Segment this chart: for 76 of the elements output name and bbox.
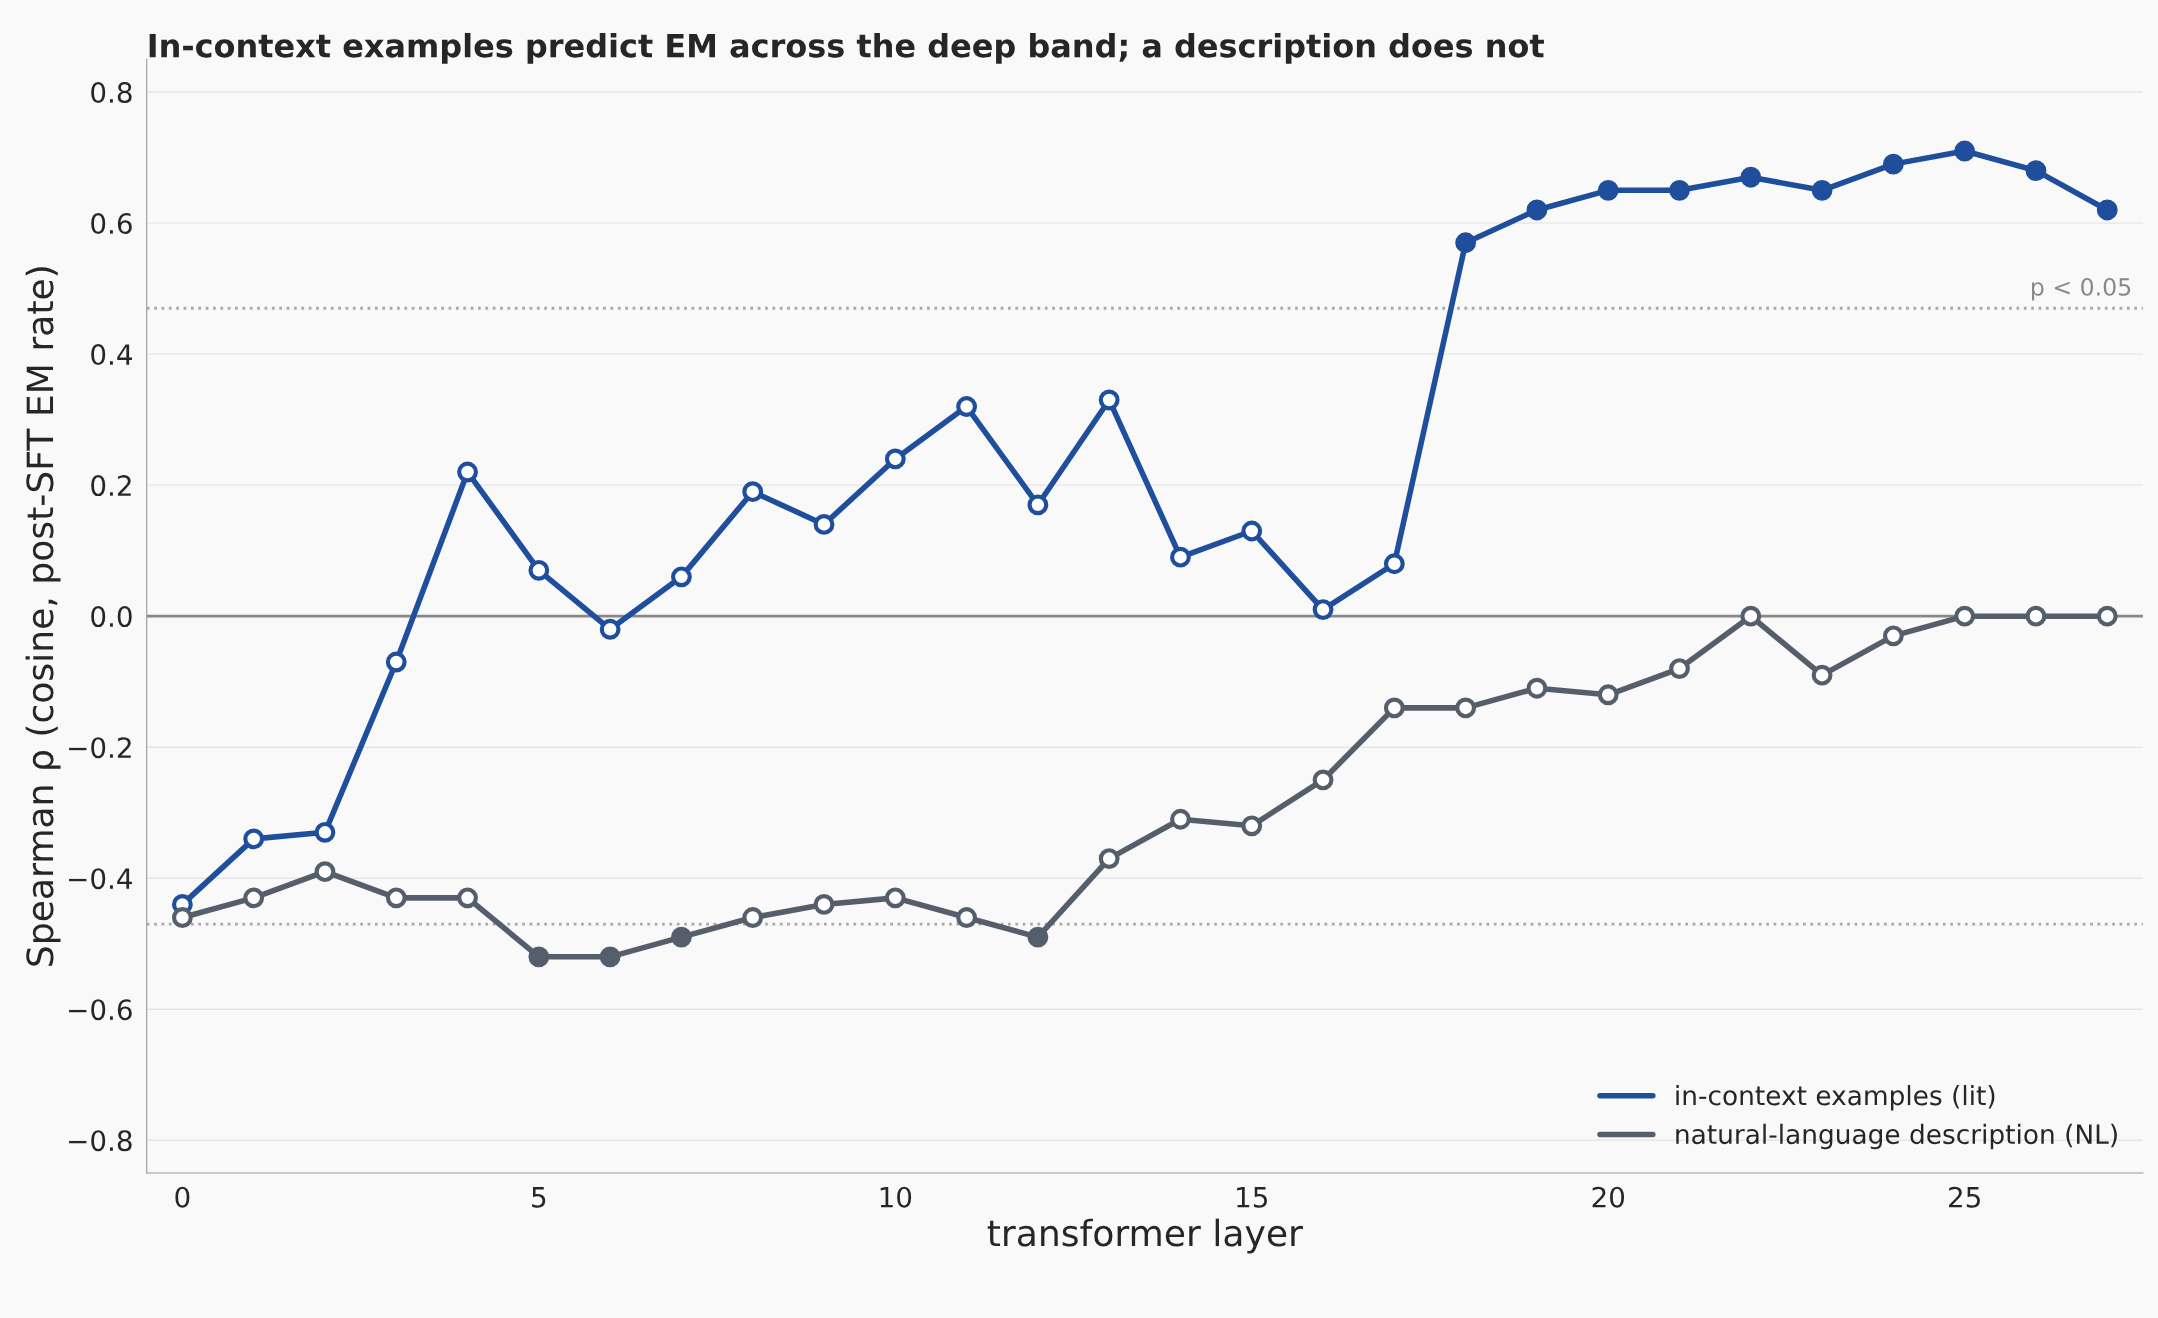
point: [1526, 199, 1548, 221]
y-axis-title: Spearman ρ (cosine, post-SFT EM rate): [25, 267, 61, 966]
point: [1383, 697, 1405, 719]
point: [1098, 848, 1120, 869]
point: [1597, 684, 1619, 706]
y-tick-label: 0.4: [91, 344, 132, 366]
point: [171, 907, 193, 928]
point: [1740, 166, 1762, 188]
x-tick-label: 0: [175, 1186, 190, 1208]
point: [1954, 605, 1976, 627]
point: [1455, 232, 1477, 254]
point: [528, 559, 550, 581]
point: [1526, 677, 1548, 699]
point: [1740, 605, 1762, 627]
point: [1241, 815, 1263, 837]
point: [813, 894, 835, 915]
point: [2096, 199, 2118, 221]
point: [314, 861, 336, 883]
point: [1098, 389, 1120, 411]
point: [1312, 599, 1334, 621]
y-tick-label: −0.2: [69, 737, 131, 759]
x-tick-label: 5: [532, 1187, 546, 1208]
point: [1882, 153, 1904, 175]
point: [243, 828, 265, 850]
legend-label: natural-language description (NL): [1676, 1123, 2117, 1150]
y-tick-label: 0.6: [91, 213, 132, 235]
point: [1669, 179, 1690, 201]
legend-label: in-context examples (lit): [1676, 1085, 1995, 1111]
point: [1170, 546, 1191, 568]
y-tick-label: 0.8: [91, 82, 132, 104]
x-tick-label: 10: [880, 1186, 912, 1208]
ref-line-label: p < 0.05: [2031, 277, 2131, 301]
point: [884, 887, 906, 909]
point: [1669, 658, 1690, 679]
x-tick-label: 20: [1592, 1186, 1625, 1208]
point: [956, 907, 978, 928]
point: [1312, 769, 1334, 791]
point: [457, 887, 478, 909]
point: [2025, 605, 2047, 627]
chart-title: In-context examples predict EM across the deep band; a description does not: [149, 32, 1544, 64]
point: [528, 946, 550, 968]
point: [1811, 664, 1833, 686]
point: [884, 448, 906, 470]
point: [243, 887, 265, 909]
y-tick-label: −0.8: [69, 1130, 132, 1152]
y-tick-label: 0.2: [91, 475, 131, 497]
point: [385, 651, 407, 673]
point: [813, 514, 835, 535]
point: [385, 887, 407, 909]
point: [1027, 926, 1049, 948]
point: [1597, 179, 1619, 201]
point: [1455, 697, 1477, 719]
point: [1027, 494, 1049, 516]
point: [742, 907, 764, 928]
point: [2025, 160, 2047, 182]
y-tick-label: −0.6: [69, 999, 132, 1021]
point: [671, 926, 692, 948]
point: [1241, 520, 1263, 542]
x-axis-title: transformer layer: [987, 1218, 1303, 1254]
y-tick-label: −0.4: [69, 868, 132, 890]
point: [1811, 179, 1833, 201]
point: [1882, 625, 1904, 647]
x-tick-label: 25: [1949, 1186, 1980, 1208]
point: [599, 618, 621, 640]
point: [956, 396, 978, 417]
point: [671, 566, 692, 588]
point: [599, 946, 621, 968]
x-tick-label: 15: [1237, 1187, 1267, 1208]
point: [314, 821, 336, 843]
y-tick-label: 0.0: [91, 606, 132, 628]
point: [457, 461, 478, 483]
point: [1954, 140, 1976, 162]
point: [742, 481, 764, 503]
point: [1383, 553, 1405, 575]
point: [1170, 808, 1191, 830]
point: [2096, 605, 2118, 627]
